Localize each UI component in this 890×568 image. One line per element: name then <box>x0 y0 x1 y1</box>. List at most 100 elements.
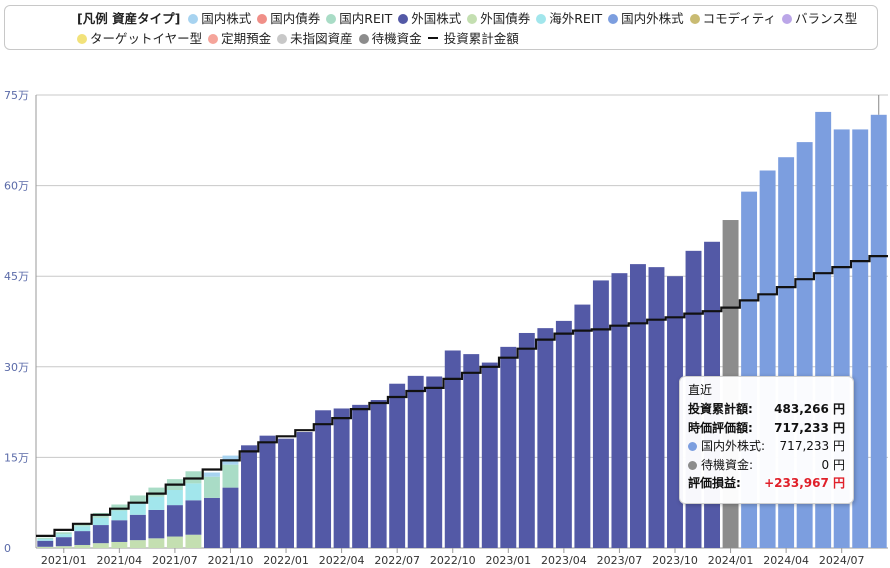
x-tick-label: 2022/01 <box>263 554 309 567</box>
legend-dot-icon <box>326 14 337 24</box>
bar-segment <box>426 376 443 548</box>
series-dot-icon <box>688 442 697 451</box>
x-tick-label: 2021/10 <box>208 554 254 567</box>
legend-dot-icon <box>398 14 409 24</box>
bar-segment <box>111 510 128 521</box>
bar-segment <box>166 536 183 548</box>
bar-segment <box>129 495 146 504</box>
bar-segment <box>222 487 239 548</box>
legend-item-label: 国内外株式 <box>621 11 684 26</box>
y-axis: 0 15万 30万 45万 60万 75万 <box>4 89 29 555</box>
bar-segment <box>166 505 183 537</box>
bar-segment <box>537 328 554 548</box>
bar-segment <box>37 546 54 548</box>
gain-value: +233,967 円 <box>764 476 845 490</box>
valuation-label: 時価評価額: <box>688 420 753 435</box>
bar-segment <box>37 540 54 547</box>
x-tick-label: 2023/07 <box>597 554 643 567</box>
x-tick-label: 2021/04 <box>96 554 142 567</box>
legend-item: 国内外株式 <box>608 9 684 29</box>
legend-title: [凡例 資産タイプ] <box>77 11 181 26</box>
legend-item-label: 外国債券 <box>480 11 531 26</box>
x-tick-label: 2022/04 <box>319 554 365 567</box>
bar-segment <box>166 490 183 506</box>
bar-segment <box>185 534 202 548</box>
bar-segment <box>648 267 665 548</box>
bar-segment <box>148 496 165 510</box>
item1-label: 国内外株式: <box>701 439 766 453</box>
x-tick-label: 2022/10 <box>430 554 476 567</box>
bar-segment <box>55 537 72 547</box>
legend-dot-icon <box>782 14 793 24</box>
bar-segment <box>463 354 480 548</box>
tooltip-item-domestic-foreign-stock: 国内外株式: 717,233 円 <box>688 437 845 456</box>
legend-item: 待機資金 <box>358 29 422 49</box>
bar-segment <box>852 129 869 549</box>
bar-segment <box>129 514 146 541</box>
x-tick-label: 2024/01 <box>708 554 754 567</box>
bar-segment <box>148 487 165 497</box>
bar-segment <box>185 483 202 501</box>
bar-segment <box>278 438 295 548</box>
x-tick-label: 2023/01 <box>485 554 531 567</box>
item2-value: 0 円 <box>821 457 845 472</box>
tooltip-invested-row: 投資累計額: 483,266 円 <box>688 400 845 419</box>
x-tick-label: 2023/04 <box>541 554 587 567</box>
bar-segment <box>129 540 146 548</box>
legend: [凡例 資産タイプ] 国内株式 国内債券 国内REIT 外国株式 外国債券 海外REIT 国… <box>4 5 878 50</box>
bar-segment <box>74 531 91 545</box>
legend-dot-icon <box>689 14 700 24</box>
bar-segment <box>370 400 387 548</box>
bar-segment <box>315 410 332 548</box>
legend-item-label: 投資累計金額 <box>443 31 519 46</box>
bar-segment <box>574 304 591 548</box>
bars <box>37 111 887 549</box>
tooltip-gain-row: 評価損益: +233,967 円 <box>688 474 845 493</box>
bar-segment <box>185 500 202 535</box>
invested-label: 投資累計額: <box>688 402 753 416</box>
bar-segment <box>407 375 424 548</box>
legend-item: 国内債券 <box>257 9 320 29</box>
legend-dot-icon <box>257 14 268 24</box>
x-tick-label: 2024/07 <box>819 554 865 567</box>
bar-segment <box>92 517 109 526</box>
bar-segment <box>129 503 146 515</box>
invested-value: 483,266 円 <box>774 402 845 416</box>
legend-item-label: 国内債券 <box>270 11 321 26</box>
legend-item: バランス型 <box>782 9 857 29</box>
valuation-value: 717,233 円 <box>774 420 845 435</box>
tooltip-title: 直近 <box>688 383 713 397</box>
x-tick-label: 2024/04 <box>763 554 809 567</box>
y-tick-label: 45万 <box>4 270 29 283</box>
bar-segment <box>222 464 239 488</box>
legend-dot-icon <box>77 34 87 44</box>
bar-segment <box>611 273 628 548</box>
y-tick-label: 0 <box>4 542 11 555</box>
legend-dot-icon <box>188 14 199 24</box>
bar-segment <box>111 504 128 511</box>
series-dot-icon <box>688 460 697 470</box>
bar-segment <box>296 432 313 548</box>
tooltip-item-standby-fund: 待機資金: 0 円 <box>688 456 845 475</box>
item2-label: 待機資金: <box>701 457 754 472</box>
bar-segment <box>37 538 54 541</box>
x-axis: 2021/01 2021/04 2021/07 2021/10 2022/01 2022/… <box>41 548 865 567</box>
bar-segment <box>389 383 406 548</box>
bar-segment <box>444 350 461 548</box>
legend-item-label: 未指図資産 <box>290 31 353 46</box>
cumulative-line-group <box>36 95 888 537</box>
legend-dot-icon <box>358 34 369 44</box>
legend-item-label: ターゲットイヤー型 <box>90 31 203 46</box>
bar-segment <box>74 526 91 532</box>
bar-segment <box>500 346 517 548</box>
x-tick-label: 2022/07 <box>374 554 420 567</box>
legend-item: コモディティ <box>689 9 776 29</box>
legend-dot-icon <box>467 14 478 24</box>
y-tick-label: 15万 <box>4 451 29 464</box>
legend-item: 国内REIT <box>326 9 392 29</box>
legend-dot-icon <box>208 34 219 44</box>
x-tick-label: 2021/01 <box>41 554 87 567</box>
bar-segment <box>629 264 646 548</box>
bar-segment <box>74 544 91 548</box>
bar-segment <box>111 520 128 542</box>
